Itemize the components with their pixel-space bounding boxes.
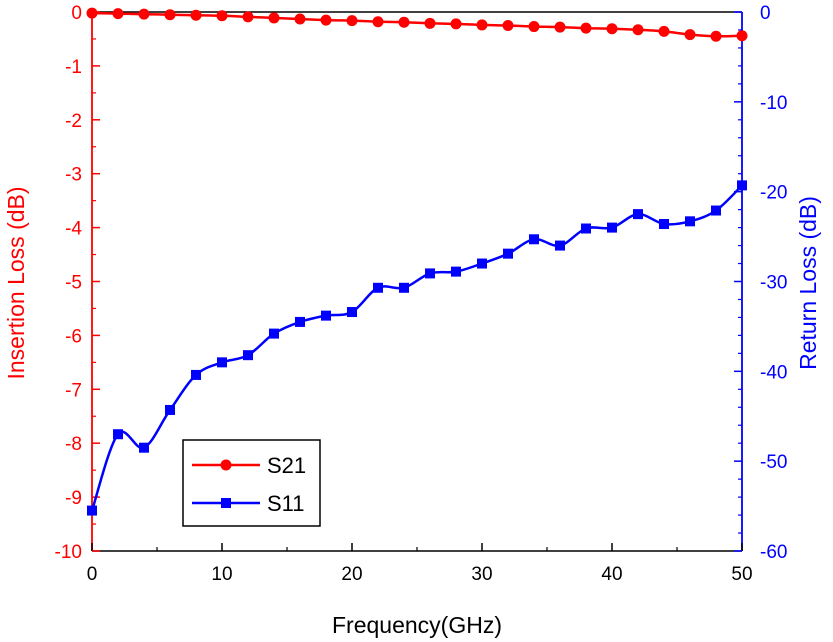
series-s21	[86, 7, 748, 42]
x-tick-label: 30	[471, 564, 492, 585]
data-point-s11	[373, 282, 383, 293]
data-point-s21	[372, 16, 384, 28]
series-line-s21	[91, 11, 743, 38]
x-tick-label: 10	[211, 564, 232, 585]
data-point-s21	[476, 19, 488, 31]
y-left-tick-label: -2	[65, 111, 82, 132]
data-point-s21	[658, 25, 670, 37]
y-right-tick-label: -60	[760, 542, 787, 563]
y-left-tick-label: -6	[65, 326, 82, 347]
data-point-s21	[346, 15, 358, 27]
data-point-s11	[529, 234, 539, 245]
data-point-s21	[528, 21, 540, 33]
data-point-s21	[398, 16, 410, 28]
data-point-s11	[191, 369, 201, 380]
legend-label: S11	[267, 491, 305, 516]
data-point-s21	[736, 30, 748, 42]
data-point-s11	[711, 205, 721, 216]
data-point-s21	[268, 12, 280, 24]
y-left-tick-label: -3	[65, 165, 82, 186]
data-point-s11	[503, 248, 513, 259]
data-point-s11	[269, 328, 279, 339]
data-point-s11	[165, 404, 175, 415]
data-point-s21	[294, 13, 306, 25]
data-point-s11	[659, 219, 669, 230]
data-point-s11	[451, 266, 461, 277]
data-point-s11	[217, 357, 227, 368]
y-right-tick-label: -10	[760, 93, 787, 114]
data-point-s11	[581, 223, 591, 234]
data-point-s11	[347, 307, 357, 318]
data-point-s21	[502, 19, 514, 31]
data-point-s11	[321, 310, 331, 321]
y-left-tick-label: -9	[65, 488, 82, 509]
data-point-s11	[555, 240, 565, 251]
data-point-s21	[164, 9, 176, 21]
x-tick-label: 40	[601, 564, 622, 585]
legend-marker	[221, 498, 231, 508]
data-point-s21	[216, 10, 228, 22]
legend-item-s11: S11	[192, 491, 305, 516]
legend-marker	[220, 459, 232, 471]
y-right-tick-label: -40	[760, 362, 787, 383]
data-point-s21	[320, 14, 332, 26]
x-tick-label: 0	[87, 564, 98, 585]
data-point-s11	[477, 258, 487, 269]
axes: 0 10 20 30 40 500-1-2-3-4-5-6-7-8-9-100-10-20…	[55, 3, 788, 585]
y-right-tick-label: -30	[760, 273, 787, 294]
y-left-tick-label: -7	[65, 380, 82, 401]
x-tick-label: 50	[731, 564, 752, 585]
y-left-tick-label: -5	[65, 273, 82, 294]
y-right-tick-label: 0	[760, 3, 771, 24]
legend: S21 S11	[182, 439, 321, 527]
legend-item-s21: S21	[192, 453, 306, 478]
data-point-s11	[243, 350, 253, 361]
y-left-tick-label: -10	[55, 542, 82, 563]
data-point-s11	[87, 505, 97, 516]
data-point-s21	[580, 22, 592, 34]
y-right-tick-label: -20	[760, 183, 787, 204]
data-point-s21	[424, 17, 436, 29]
y-left-tick-label: -1	[65, 57, 82, 78]
legend-label: S21	[267, 453, 306, 478]
data-point-s21	[450, 18, 462, 30]
y-left-tick-label: -4	[65, 219, 82, 240]
data-point-s11	[399, 282, 409, 293]
series-s11	[87, 180, 747, 516]
data-point-s21	[554, 21, 566, 33]
series-layer	[86, 7, 748, 516]
y-left-tick-label: 0	[71, 3, 82, 24]
data-point-s11	[295, 316, 305, 327]
data-point-s21	[138, 8, 150, 20]
x-tick-label: 20	[341, 564, 362, 585]
x-axis-label: Frequency(GHz)	[332, 612, 502, 638]
data-point-s11	[633, 209, 643, 220]
data-point-s21	[190, 9, 202, 21]
data-point-s11	[113, 429, 123, 440]
data-point-s11	[139, 442, 149, 453]
y-left-tick-label: -8	[65, 434, 82, 455]
data-point-s11	[737, 180, 747, 191]
data-point-s21	[684, 29, 696, 41]
data-point-s21	[710, 30, 722, 42]
data-point-s11	[685, 216, 695, 227]
y-axis-right-label: Return Loss (dB)	[795, 196, 821, 370]
y-right-tick-label: -50	[760, 452, 787, 473]
data-point-s11	[425, 268, 435, 279]
legend-box	[182, 439, 321, 527]
y-axis-left-label: Insertion Loss (dB)	[3, 186, 29, 379]
data-point-s21	[632, 24, 644, 36]
data-point-s21	[86, 7, 98, 19]
data-point-s21	[242, 11, 254, 23]
data-point-s11	[607, 222, 617, 233]
data-point-s21	[606, 23, 618, 35]
data-point-s21	[112, 8, 124, 20]
